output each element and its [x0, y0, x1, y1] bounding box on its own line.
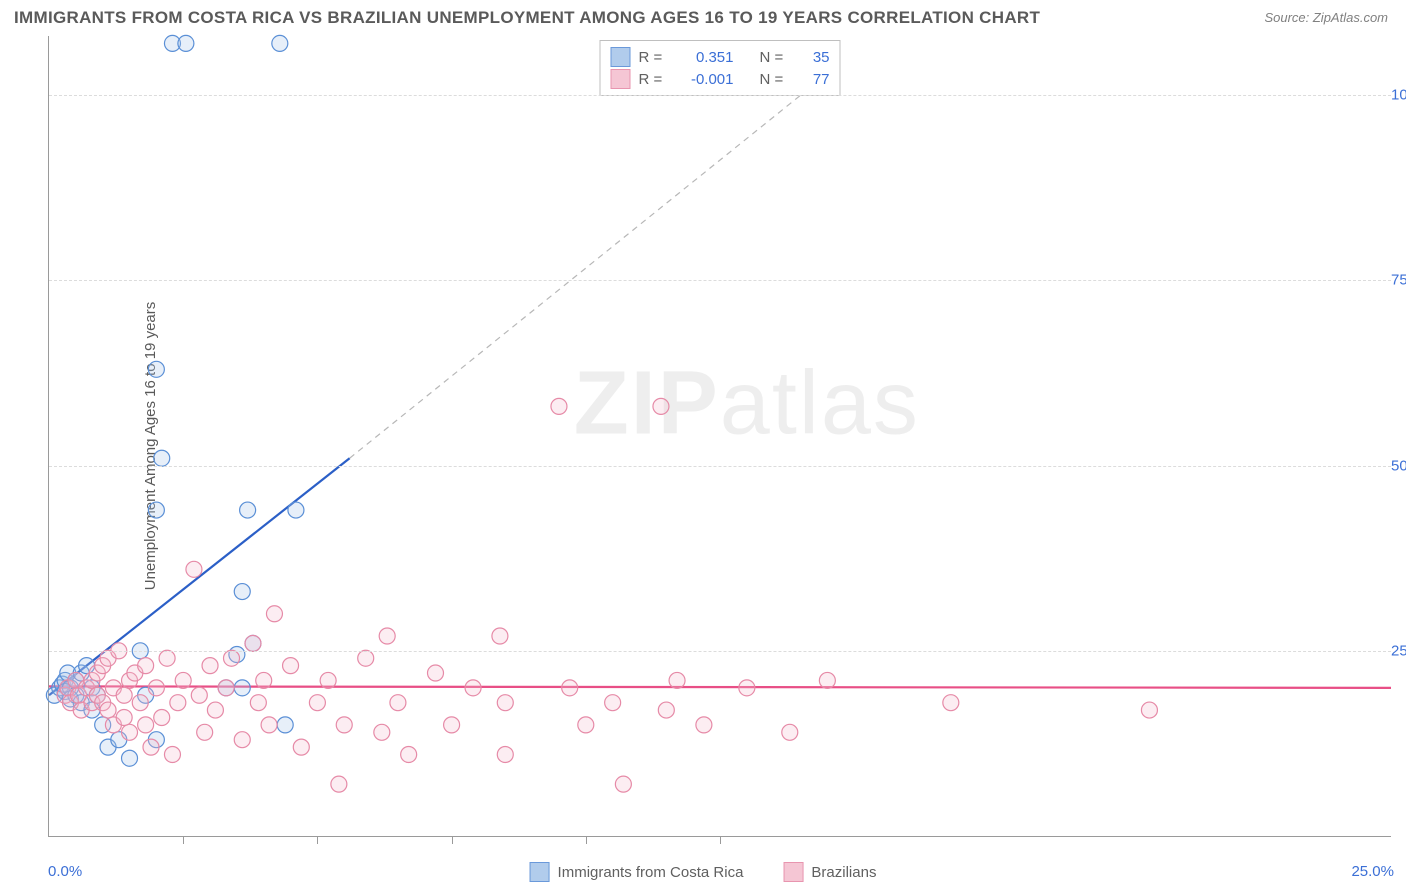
r-label: R = — [639, 49, 671, 66]
legend-label: Immigrants from Costa Rica — [558, 864, 744, 881]
gridline — [49, 95, 1391, 96]
x-tick — [586, 836, 587, 844]
gridline — [49, 651, 1391, 652]
correlation-legend: R = 0.351 N = 35 R = -0.001 N = 77 — [600, 40, 841, 96]
n-label: N = — [760, 71, 792, 88]
x-tick — [720, 836, 721, 844]
y-tick-label: 50.0% — [1391, 457, 1406, 474]
chart-container: IMMIGRANTS FROM COSTA RICA VS BRAZILIAN … — [0, 0, 1406, 892]
x-max-label: 25.0% — [1351, 863, 1394, 880]
n-value: 35 — [800, 49, 830, 66]
chart-title: IMMIGRANTS FROM COSTA RICA VS BRAZILIAN … — [14, 8, 1040, 28]
y-tick-label: 100.0% — [1391, 87, 1406, 104]
x-origin-label: 0.0% — [48, 863, 82, 880]
correlation-legend-row: R = -0.001 N = 77 — [611, 68, 830, 90]
n-label: N = — [760, 49, 792, 66]
r-value: 0.351 — [679, 49, 734, 66]
correlation-legend-row: R = 0.351 N = 35 — [611, 46, 830, 68]
series-legend: Immigrants from Costa Rica Brazilians — [530, 862, 877, 882]
gridline — [49, 466, 1391, 467]
legend-item: Immigrants from Costa Rica — [530, 862, 744, 882]
gridline — [49, 280, 1391, 281]
x-tick — [317, 836, 318, 844]
n-value: 77 — [800, 71, 830, 88]
plot-svg — [49, 36, 1391, 836]
legend-swatch — [783, 862, 803, 882]
y-tick-label: 75.0% — [1391, 272, 1406, 289]
r-value: -0.001 — [679, 71, 734, 88]
plot-area: ZIPatlas R = 0.351 N = 35 R = -0.001 N =… — [48, 36, 1391, 837]
x-tick — [452, 836, 453, 844]
r-label: R = — [639, 71, 671, 88]
legend-label: Brazilians — [811, 864, 876, 881]
y-tick-label: 25.0% — [1391, 642, 1406, 659]
legend-swatch — [530, 862, 550, 882]
legend-item: Brazilians — [783, 862, 876, 882]
x-tick — [183, 836, 184, 844]
source-credit: Source: ZipAtlas.com — [1264, 10, 1388, 25]
legend-swatch — [611, 47, 631, 67]
legend-swatch — [611, 69, 631, 89]
